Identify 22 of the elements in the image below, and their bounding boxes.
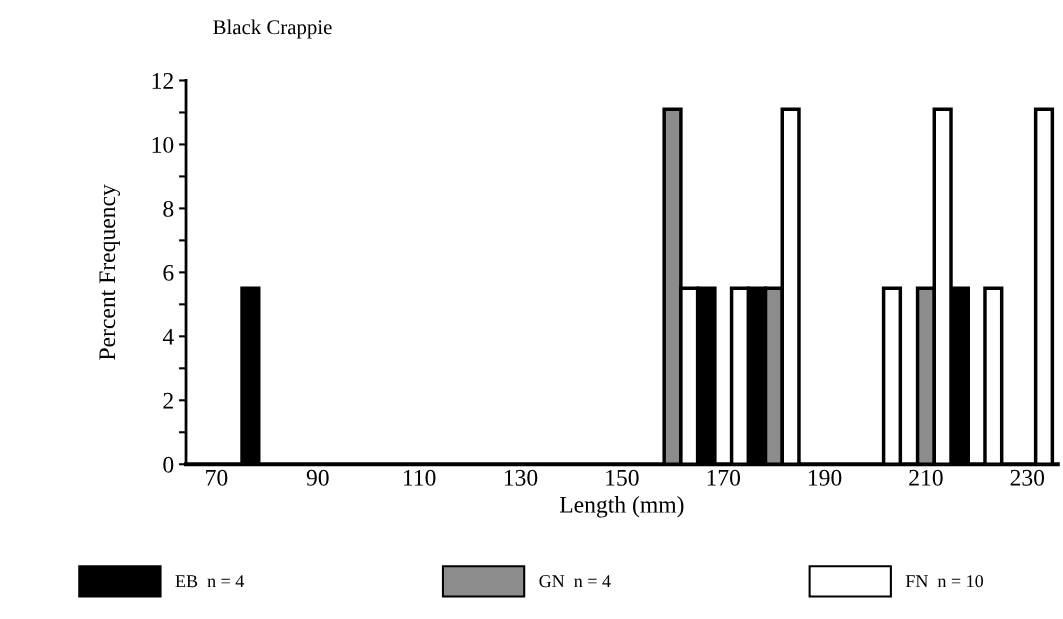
x-tick-label: 150 — [606, 469, 639, 486]
x-tick-label: 190 — [808, 469, 842, 486]
x-tick-label: 230 — [1010, 469, 1045, 486]
y-tick-label: 4 — [162, 328, 174, 345]
y-tick-label: 2 — [163, 392, 173, 409]
chart-title: Black Crappie — [213, 19, 332, 39]
x-tick-label: 70 — [206, 469, 228, 486]
y-tick-label: 0 — [163, 456, 174, 473]
y-axis-title: Percent Frequency — [99, 184, 121, 360]
y-tick-label: 12 — [152, 73, 173, 89]
x-tick-label: 210 — [909, 469, 943, 486]
y-tick-label: 10 — [152, 136, 174, 153]
x-tick-label: 130 — [504, 469, 538, 486]
x-tick-label: 170 — [707, 469, 741, 486]
legend-label: FN n = 10 — [905, 575, 984, 588]
x-tick-label: 110 — [403, 469, 436, 486]
x-axis-title: Length (mm) — [559, 496, 684, 518]
y-tick-label: 8 — [163, 200, 174, 217]
x-tick-label: 90 — [306, 469, 329, 486]
legend-label: GN n = 4 — [539, 575, 611, 588]
legend-label: EB n = 4 — [175, 575, 245, 588]
y-tick-label: 6 — [163, 264, 174, 281]
